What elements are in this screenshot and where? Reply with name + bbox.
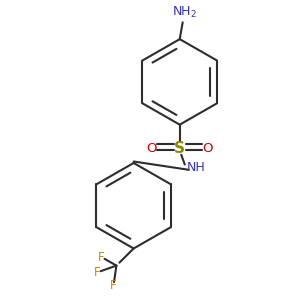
Text: S: S	[174, 141, 185, 156]
Text: F: F	[110, 279, 117, 292]
Text: O: O	[203, 142, 213, 155]
Text: O: O	[146, 142, 157, 155]
Text: F: F	[94, 266, 101, 280]
Text: NH$_2$: NH$_2$	[172, 5, 197, 20]
Text: NH: NH	[187, 161, 206, 174]
Text: F: F	[98, 251, 105, 264]
